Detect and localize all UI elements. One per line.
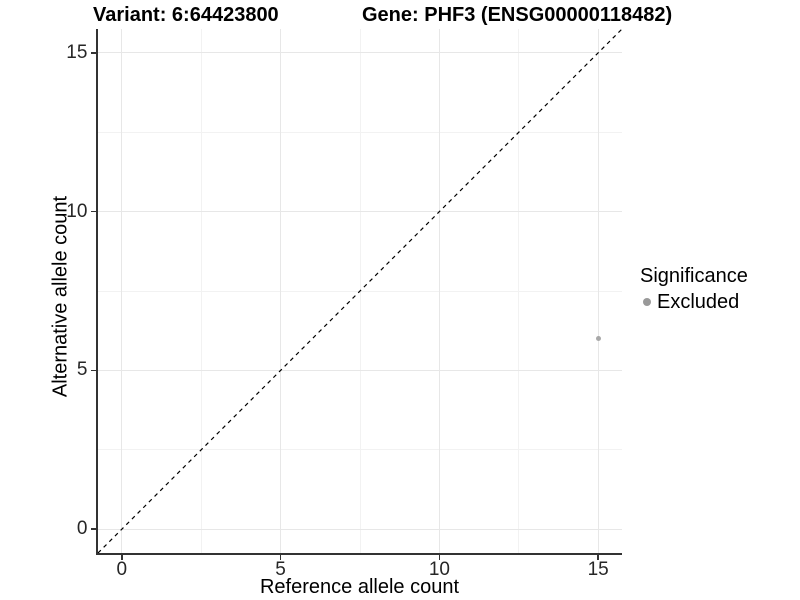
x-tick-mark	[279, 554, 282, 560]
x-axis-title: Reference allele count	[259, 576, 459, 598]
legend-entry-label: Excluded	[657, 291, 740, 313]
y-tick-mark	[91, 528, 97, 530]
x-tick-mark	[597, 554, 599, 560]
gridline-major-horizontal	[98, 211, 622, 213]
y-tick-label: 5	[76, 359, 88, 381]
gridline-minor-vertical	[518, 29, 520, 553]
gridline-major-horizontal	[98, 528, 622, 530]
gridline-minor-horizontal	[98, 131, 622, 133]
plot-title-variant: Variant: 6:64423800	[93, 4, 279, 26]
x-tick-label: 0	[116, 559, 128, 580]
legend: Significance Excluded	[638, 264, 748, 314]
y-axis-line	[96, 29, 98, 555]
identity-line	[98, 29, 622, 553]
legend-entry-excluded: Excluded	[638, 290, 748, 314]
gridline-major-horizontal	[98, 52, 622, 54]
data-point	[595, 336, 601, 342]
x-tick-mark	[438, 554, 441, 560]
y-tick-label: 10	[66, 200, 88, 222]
legend-key-dot	[643, 298, 651, 306]
x-tick-label: 10	[428, 559, 450, 580]
gridline-major-vertical	[280, 29, 282, 553]
y-tick-mark	[91, 369, 97, 372]
gridline-major-horizontal	[98, 369, 622, 371]
x-axis-line	[96, 553, 622, 555]
plot-title-gene: Gene: PHF3 (ENSG00000118482)	[362, 4, 673, 26]
y-tick-mark	[91, 52, 97, 54]
y-tick-label: 15	[66, 41, 88, 63]
y-tick-mark	[91, 210, 97, 213]
gridline-major-vertical	[438, 29, 440, 553]
x-tick-label: 5	[275, 559, 286, 580]
x-tick-mark	[121, 554, 123, 560]
gridline-major-vertical	[597, 29, 599, 553]
gridline-major-vertical	[121, 29, 123, 553]
x-tick-label: 15	[587, 559, 609, 580]
y-tick-label: 0	[76, 518, 88, 540]
plot-panel	[98, 29, 622, 553]
legend-title: Significance	[640, 265, 748, 287]
